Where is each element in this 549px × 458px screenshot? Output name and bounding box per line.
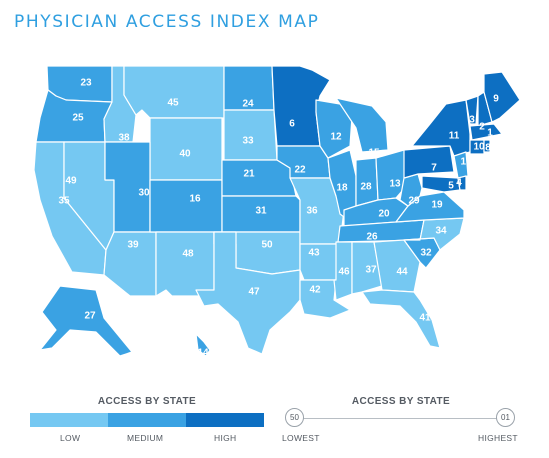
state-ma[interactable] bbox=[469, 123, 503, 141]
state-rank-label-oh: 13 bbox=[389, 179, 401, 190]
state-rank-label-hi: 14 bbox=[197, 348, 209, 359]
state-fl[interactable] bbox=[361, 289, 441, 349]
tier-legend-title: ACCESS BY STATE bbox=[97, 396, 197, 407]
state-rank-label-nm: 48 bbox=[182, 249, 194, 260]
state-ri[interactable] bbox=[483, 139, 491, 153]
state-rank-label-nc: 34 bbox=[435, 226, 447, 237]
rank-start-label: LOWEST bbox=[282, 433, 320, 443]
state-rank-label-mi: 15 bbox=[368, 148, 380, 159]
state-rank-label-wv: 29 bbox=[408, 196, 420, 207]
state-nc[interactable] bbox=[403, 217, 465, 251]
state-rank-label-ca: 35 bbox=[58, 196, 70, 207]
state-rank-label-fl: 41 bbox=[419, 313, 431, 324]
state-rank-label-tx: 47 bbox=[248, 287, 260, 298]
legend-low-swatch bbox=[30, 413, 108, 427]
state-rank-label-va: 19 bbox=[431, 200, 443, 211]
state-rank-label-mn: 6 bbox=[289, 119, 295, 130]
legend-high-label: HIGH bbox=[214, 433, 237, 443]
rank-legend-title: ACCESS BY STATE bbox=[351, 396, 451, 407]
state-rank-label-md: 5 bbox=[448, 181, 454, 192]
legend-medium-label: MEDIUM bbox=[127, 433, 164, 443]
state-rank-label-al: 37 bbox=[365, 265, 377, 276]
state-rank-label-wy: 40 bbox=[179, 149, 191, 160]
state-rank-label-vt: 3 bbox=[469, 115, 475, 126]
state-co[interactable] bbox=[149, 179, 223, 233]
rank-scale-line bbox=[297, 418, 505, 419]
state-rank-label-sd: 33 bbox=[242, 136, 254, 147]
state-nj[interactable] bbox=[453, 151, 469, 179]
state-rank-label-wa: 23 bbox=[80, 78, 92, 89]
state-rank-label-ky: 20 bbox=[378, 209, 390, 220]
state-rank-label-il: 18 bbox=[336, 183, 348, 194]
state-rank-label-ok: 50 bbox=[261, 240, 273, 251]
state-rank-label-nh: 2 bbox=[479, 122, 485, 133]
state-rank-label-de: 4 bbox=[456, 178, 462, 189]
state-rank-label-mt: 45 bbox=[167, 98, 179, 109]
legend-high-swatch bbox=[186, 413, 264, 427]
state-rank-label-sc: 32 bbox=[420, 248, 432, 259]
state-rank-label-in: 28 bbox=[360, 182, 372, 193]
state-me[interactable] bbox=[483, 71, 521, 123]
rank-end-circle: 01 bbox=[496, 408, 515, 427]
state-rank-label-nd: 24 bbox=[242, 99, 254, 110]
state-rank-label-tn: 26 bbox=[366, 232, 378, 243]
state-rank-label-ar: 43 bbox=[308, 248, 320, 259]
state-ar[interactable] bbox=[299, 243, 341, 281]
legend-medium-swatch bbox=[108, 413, 186, 427]
us-map: 2325354938454030391648243321315047622364… bbox=[34, 65, 521, 359]
state-mt[interactable] bbox=[123, 65, 225, 119]
state-rank-label-nj: 17 bbox=[460, 157, 472, 168]
state-rank-label-id: 38 bbox=[118, 133, 130, 144]
state-ga[interactable] bbox=[373, 239, 421, 293]
state-rank-label-ak: 27 bbox=[84, 311, 96, 322]
state-rank-label-or: 25 bbox=[72, 113, 84, 124]
state-rank-label-ri: 8 bbox=[485, 143, 491, 154]
state-vt[interactable] bbox=[465, 95, 479, 125]
state-rank-label-ne: 21 bbox=[243, 169, 255, 180]
state-va[interactable] bbox=[395, 191, 465, 223]
state-rank-label-mo: 36 bbox=[306, 206, 318, 217]
state-rank-label-nv: 49 bbox=[65, 176, 77, 187]
state-mi[interactable] bbox=[335, 97, 389, 153]
state-pa[interactable] bbox=[403, 145, 455, 179]
state-hi[interactable] bbox=[195, 333, 211, 357]
state-nm[interactable] bbox=[155, 231, 215, 297]
state-rank-label-me: 9 bbox=[493, 94, 499, 105]
state-md[interactable] bbox=[421, 175, 461, 193]
state-rank-label-ny: 11 bbox=[449, 131, 460, 142]
state-ak[interactable] bbox=[39, 285, 133, 357]
map-title: PHYSICIAN ACCESS INDEX MAP bbox=[14, 12, 320, 32]
state-de[interactable] bbox=[457, 175, 467, 191]
state-rank-label-wi: 12 bbox=[330, 132, 342, 143]
state-tx[interactable] bbox=[195, 231, 301, 355]
rank-end-label: HIGHEST bbox=[478, 433, 518, 443]
state-rank-label-ut: 30 bbox=[138, 188, 150, 199]
state-rank-label-ia: 22 bbox=[294, 165, 306, 176]
state-ny[interactable] bbox=[411, 99, 471, 157]
state-rank-label-pa: 7 bbox=[431, 163, 437, 174]
state-rank-label-ct: 10 bbox=[473, 142, 485, 153]
state-rank-label-la: 42 bbox=[309, 285, 321, 296]
state-rank-label-ms: 46 bbox=[338, 267, 350, 278]
state-ct[interactable] bbox=[469, 139, 485, 155]
state-rank-label-ma: 1 bbox=[487, 128, 493, 139]
state-rank-label-co: 16 bbox=[189, 194, 201, 205]
rank-start-circle: 50 bbox=[285, 408, 304, 427]
state-rank-label-az: 39 bbox=[127, 240, 139, 251]
legend-low-label: LOW bbox=[60, 433, 81, 443]
state-rank-label-ga: 44 bbox=[396, 267, 408, 278]
state-rank-label-ks: 31 bbox=[255, 206, 267, 217]
state-al[interactable] bbox=[351, 241, 383, 295]
